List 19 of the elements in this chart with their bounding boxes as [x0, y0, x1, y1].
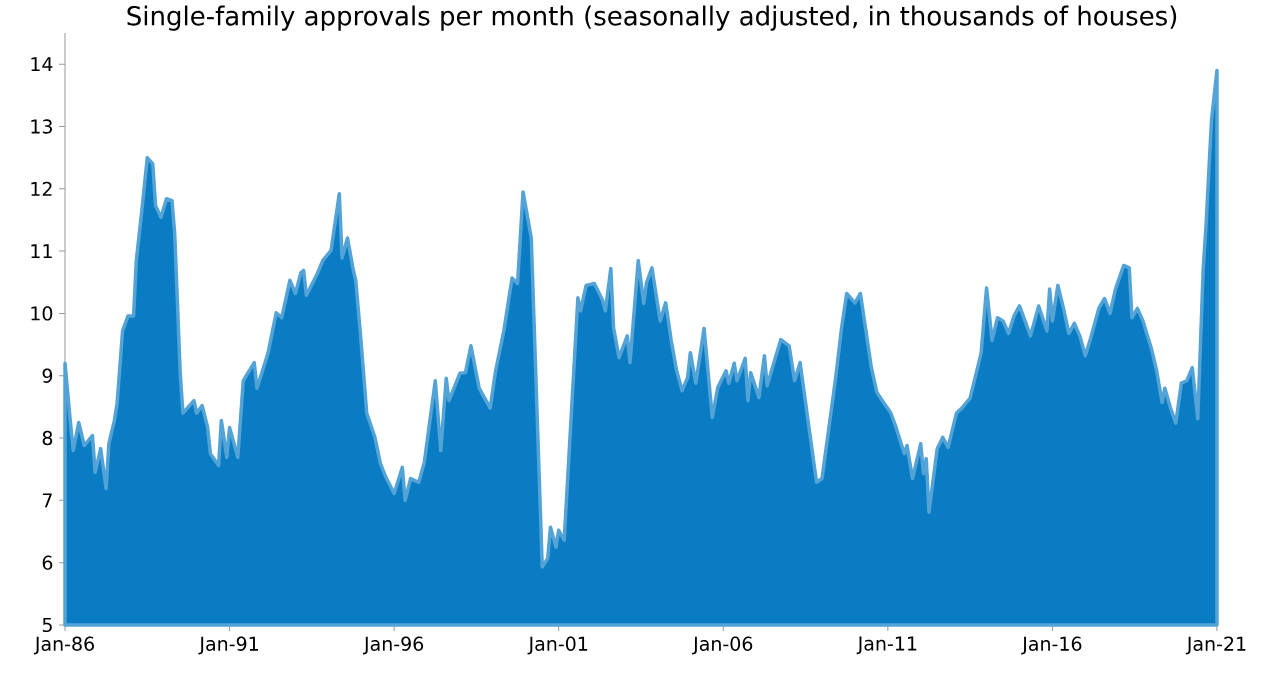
- x-tick-label: Jan-96: [362, 636, 424, 655]
- x-tick-label: Jan-01: [527, 636, 588, 655]
- x-tick-label: Jan-91: [198, 636, 258, 655]
- chart-title: Single-family approvals per month (seasonally adjusted, in thousands of houses): [127, 5, 1177, 31]
- x-tick-label: Jan-11: [856, 636, 917, 655]
- y-tick-label: 11: [31, 244, 52, 259]
- y-tick-label: 7: [42, 493, 52, 508]
- y-tick-label: 12: [31, 181, 52, 196]
- y-tick-label: 6: [42, 555, 53, 570]
- y-tick-label: 5: [42, 617, 52, 633]
- y-tick-label: 9: [42, 368, 53, 383]
- x-tick-label: Jan-16: [1021, 636, 1082, 655]
- x-tick-label: Jan-21: [1185, 636, 1246, 655]
- x-tick-label: Jan-06: [692, 636, 753, 655]
- y-tick-label: 10: [31, 306, 53, 321]
- y-tick-label: 14: [31, 57, 53, 72]
- y-tick-label: 13: [31, 119, 52, 134]
- y-tick-label: 8: [42, 430, 53, 446]
- x-tick-label: Jan-86: [33, 636, 94, 655]
